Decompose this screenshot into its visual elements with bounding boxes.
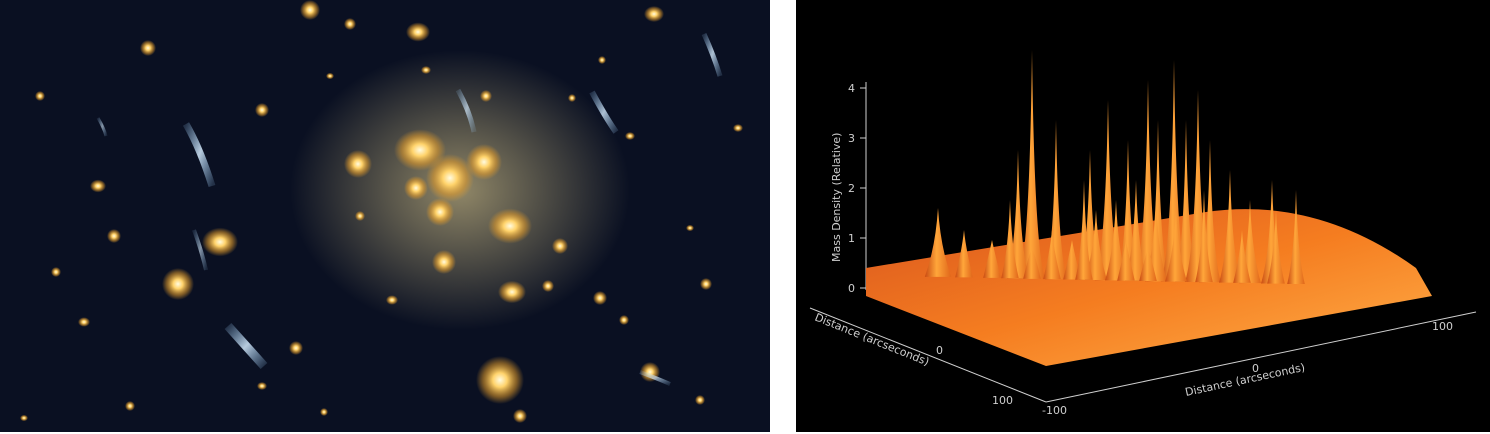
surface-peak	[1125, 180, 1147, 281]
surface-peak	[1175, 120, 1197, 282]
galaxy-blob	[355, 211, 365, 221]
galaxy-blob	[552, 238, 568, 254]
galaxy-blob	[498, 280, 526, 304]
galaxy-blob	[432, 250, 456, 274]
galaxy-blob	[78, 317, 90, 327]
galaxy-blob	[300, 0, 320, 20]
surface-peak	[1139, 250, 1157, 282]
galaxy-blob	[421, 66, 431, 74]
surface-peak	[1134, 80, 1162, 282]
galaxy-blob	[404, 176, 428, 200]
z-tick-label: 1	[848, 232, 855, 245]
surface-peak	[983, 240, 1001, 278]
galaxy-blob	[426, 198, 454, 226]
surface-peak	[1165, 210, 1187, 282]
galaxy-blob	[625, 132, 635, 140]
surface-peak	[1219, 170, 1241, 283]
galaxy-blob	[476, 356, 524, 404]
surface-peak	[1043, 230, 1061, 280]
x-tick-left: -100	[1042, 404, 1067, 417]
x-axis-line	[1045, 311, 1477, 403]
surface-peak	[1075, 180, 1093, 280]
galaxy-blob	[320, 408, 328, 416]
surface-peak	[1117, 240, 1135, 281]
galaxy-blob	[686, 224, 694, 232]
galaxy-cluster-photo	[0, 0, 770, 432]
galaxy-blob	[542, 280, 554, 292]
galaxy-blob	[344, 18, 356, 30]
galaxy-blob	[466, 144, 502, 180]
galaxy-blob	[255, 103, 269, 117]
galaxy-blob	[593, 291, 607, 305]
galaxy-blob	[162, 268, 194, 300]
z-tick-label: 4	[848, 82, 855, 95]
surface-peak	[1199, 140, 1221, 283]
surface-peak	[1023, 249, 1041, 279]
surface-peak	[1063, 240, 1081, 280]
surface-peak	[1287, 190, 1305, 284]
surface-peak	[1045, 120, 1067, 280]
galaxy-blob	[568, 94, 576, 102]
surface-peak	[1233, 230, 1251, 283]
galaxy-blob	[488, 208, 532, 244]
surface-peak	[1117, 140, 1139, 281]
surface-peak	[1001, 200, 1019, 279]
y-tick-mid: 0	[936, 344, 943, 357]
galaxy-blob	[695, 395, 705, 405]
z-axis-label: Mass Density (Relative)	[830, 133, 843, 262]
galaxy-blob	[513, 409, 527, 423]
galaxy-blob	[20, 414, 28, 422]
x-tick-mid: 0	[1252, 362, 1259, 375]
x-tick-right: 100	[1432, 320, 1453, 333]
surface-peak	[1007, 150, 1029, 279]
galaxy-blob	[480, 90, 492, 102]
galaxy-blob	[107, 229, 121, 243]
z-tick-label: 3	[848, 132, 855, 145]
z-tick-label: 2	[848, 182, 855, 195]
z-tick-label: 0	[848, 282, 855, 295]
galaxy-blob	[644, 6, 664, 22]
galaxy-blob	[257, 382, 267, 390]
surface-peak	[955, 230, 973, 278]
surface-peak	[1160, 60, 1188, 282]
galaxy-blob	[51, 267, 61, 277]
galaxy-field	[20, 0, 743, 423]
surface-peak	[1184, 90, 1212, 283]
surface-peak	[1079, 150, 1101, 280]
galaxy-blob	[406, 22, 430, 42]
galaxy-blob	[90, 179, 106, 193]
y-tick-left: 100	[992, 394, 1013, 407]
galaxy-blob	[125, 401, 135, 411]
galaxy-blob	[426, 154, 474, 202]
galaxy-blob	[35, 91, 45, 101]
galaxy-blob	[598, 56, 606, 64]
surface-peak	[1147, 120, 1169, 282]
galaxy-blob	[394, 129, 446, 171]
galaxy-blob	[386, 295, 398, 305]
galaxy-blob	[140, 40, 156, 56]
surface-peak	[1195, 190, 1213, 283]
galaxy-blob	[289, 341, 303, 355]
surface-peak	[1018, 50, 1046, 279]
surface-peak	[1267, 210, 1285, 284]
galaxy-blob	[202, 227, 238, 257]
surface-peak	[1085, 210, 1107, 280]
surface-peak	[1105, 200, 1127, 281]
surface-peak	[924, 208, 952, 277]
galaxy-blob	[700, 278, 712, 290]
galaxy-blob	[326, 72, 334, 80]
galaxy-blob	[619, 315, 629, 325]
y-axis-line	[809, 307, 1047, 403]
galaxy-blob	[733, 124, 743, 132]
galaxy-blob	[344, 150, 372, 178]
surface-peak	[1094, 100, 1122, 281]
